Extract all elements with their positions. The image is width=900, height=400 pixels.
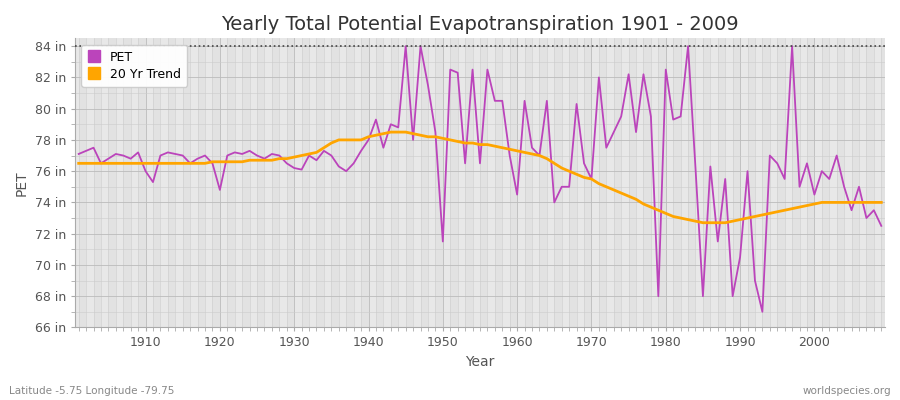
Bar (406, 38, 413, 328)
Bar (242, 38, 249, 328)
Bar (881, 38, 888, 328)
Bar (598, 38, 607, 328)
Bar (94, 38, 101, 328)
Bar (644, 38, 651, 328)
Bar (391, 38, 398, 328)
Bar (569, 38, 577, 328)
Bar (168, 38, 176, 328)
Y-axis label: PET: PET (15, 170, 29, 196)
Bar (228, 38, 235, 328)
Bar (867, 38, 874, 328)
Bar (614, 38, 621, 328)
Bar (480, 38, 488, 328)
Bar (554, 38, 562, 328)
Bar (658, 38, 666, 328)
Bar (807, 38, 815, 328)
Bar (123, 38, 130, 328)
Bar (257, 38, 265, 328)
Bar (525, 38, 532, 328)
Bar (331, 38, 338, 328)
Bar (108, 38, 116, 328)
Bar (584, 38, 591, 328)
Bar (509, 38, 518, 328)
Bar (539, 38, 547, 328)
Title: Yearly Total Potential Evapotranspiration 1901 - 2009: Yearly Total Potential Evapotranspiratio… (221, 15, 739, 34)
Bar (361, 38, 368, 328)
Bar (317, 38, 324, 328)
Bar (851, 38, 859, 328)
Bar (183, 38, 190, 328)
Legend: PET, 20 Yr Trend: PET, 20 Yr Trend (81, 44, 187, 87)
Bar (450, 38, 458, 328)
Bar (465, 38, 472, 328)
X-axis label: Year: Year (465, 355, 495, 369)
Bar (346, 38, 354, 328)
Text: worldspecies.org: worldspecies.org (803, 386, 891, 396)
Bar (792, 38, 799, 328)
Bar (436, 38, 443, 328)
Bar (688, 38, 696, 328)
Bar (628, 38, 636, 328)
Bar (153, 38, 160, 328)
Bar (778, 38, 785, 328)
Bar (376, 38, 383, 328)
Bar (212, 38, 220, 328)
Bar (822, 38, 829, 328)
Bar (495, 38, 502, 328)
Bar (302, 38, 309, 328)
Bar (703, 38, 710, 328)
Text: Latitude -5.75 Longitude -79.75: Latitude -5.75 Longitude -79.75 (9, 386, 175, 396)
Bar (673, 38, 680, 328)
Bar (837, 38, 844, 328)
Bar (718, 38, 725, 328)
Bar (420, 38, 428, 328)
Bar (198, 38, 205, 328)
Bar (138, 38, 146, 328)
Bar (287, 38, 294, 328)
Bar (272, 38, 279, 328)
Bar (733, 38, 740, 328)
Bar (78, 38, 86, 328)
Bar (762, 38, 770, 328)
Bar (748, 38, 755, 328)
